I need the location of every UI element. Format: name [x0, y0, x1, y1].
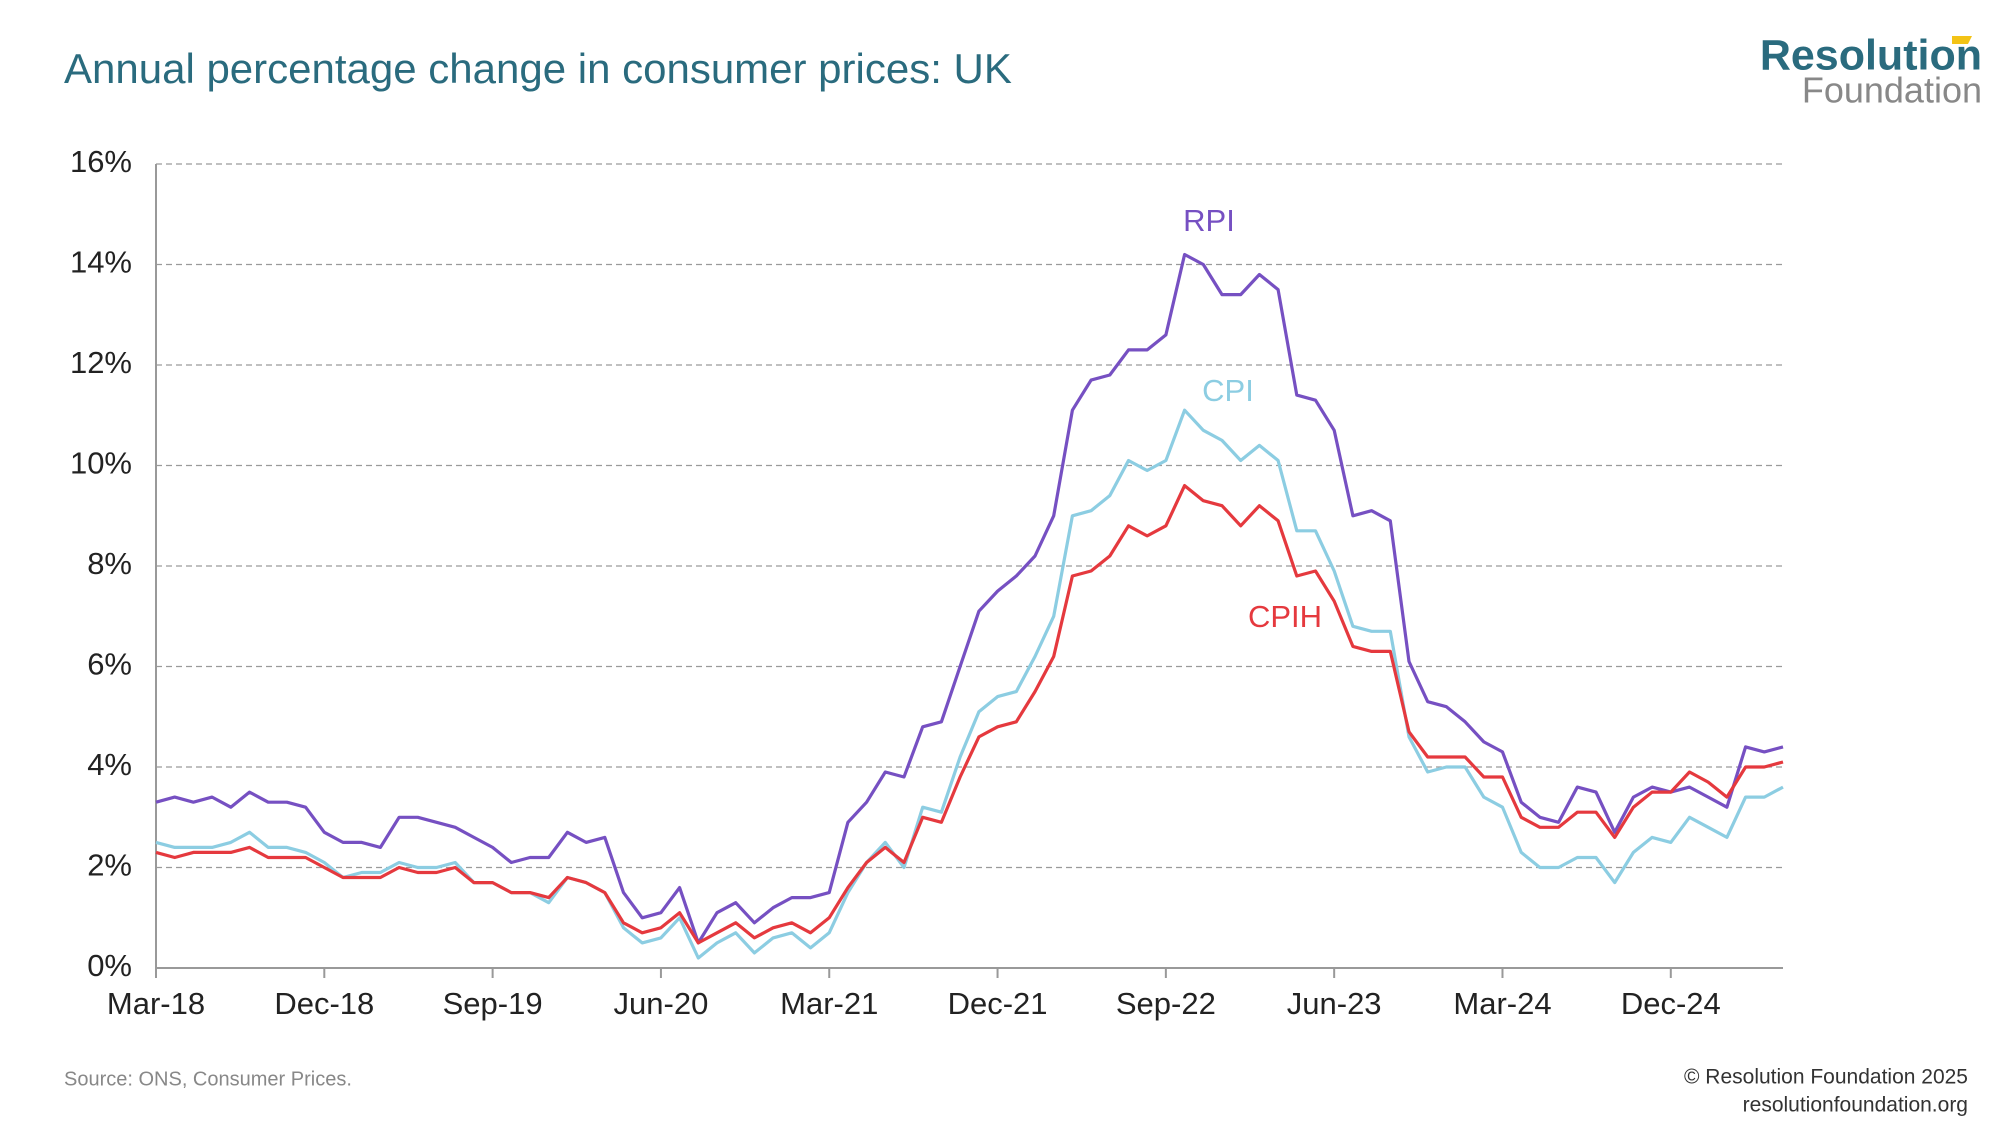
- y-tick-label: 14%: [70, 245, 132, 280]
- logo-name: Resolution: [1760, 31, 1982, 79]
- y-tick-label: 8%: [87, 546, 132, 581]
- website: resolutionfoundation.org: [1743, 1094, 1968, 1117]
- x-tick-label: Jun-23: [1287, 986, 1382, 1021]
- y-tick-label: 2%: [87, 848, 132, 883]
- y-tick-label: 10%: [70, 446, 132, 481]
- y-tick-label: 16%: [70, 144, 132, 179]
- x-tick-label: Mar-24: [1453, 986, 1551, 1021]
- series-line: [155, 484, 1784, 945]
- logo-accent: [1952, 36, 1972, 44]
- series-label: CPIH: [1248, 599, 1322, 634]
- y-tick-label: 4%: [87, 747, 132, 782]
- logo-subname: Foundation: [1802, 70, 1982, 111]
- y-tick-label: 6%: [87, 647, 132, 682]
- x-tick-label: Sep-19: [443, 986, 543, 1021]
- series-label: RPI: [1183, 203, 1235, 238]
- copyright: © Resolution Foundation 2025: [1684, 1066, 1968, 1089]
- series-line: [155, 252, 1784, 945]
- y-tick-label: 12%: [70, 345, 132, 380]
- series-line: [155, 408, 1784, 960]
- x-tick-label: Dec-24: [1621, 986, 1721, 1021]
- source-note: Source: ONS, Consumer Prices.: [64, 1068, 352, 1090]
- y-tick-label: 0%: [87, 948, 132, 983]
- x-tick-label: Sep-22: [1116, 986, 1216, 1021]
- x-tick-label: Dec-21: [948, 986, 1048, 1021]
- x-tick-label: Jun-20: [614, 986, 709, 1021]
- x-tick-label: Mar-18: [107, 986, 205, 1021]
- chart-title: Annual percentage change in consumer pri…: [64, 45, 1012, 92]
- x-tick-label: Dec-18: [274, 986, 374, 1021]
- x-tick-label: Mar-21: [780, 986, 878, 1021]
- series-label: CPI: [1202, 373, 1254, 408]
